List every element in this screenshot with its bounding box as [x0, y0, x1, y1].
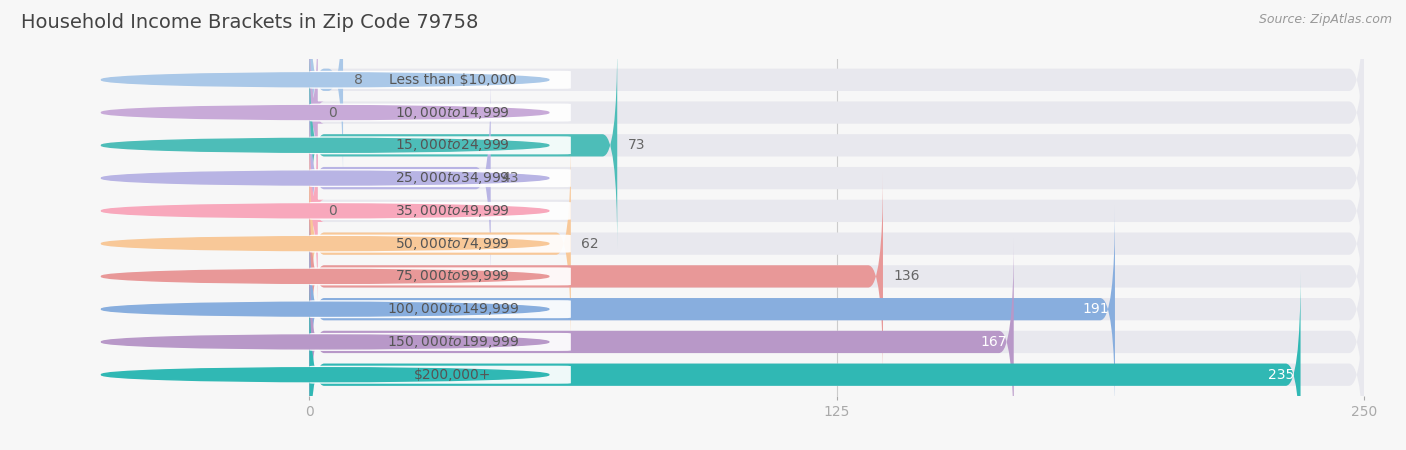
FancyBboxPatch shape	[309, 107, 1364, 315]
Text: 167: 167	[981, 335, 1007, 349]
FancyBboxPatch shape	[309, 173, 883, 380]
FancyBboxPatch shape	[309, 75, 491, 282]
Text: 0: 0	[329, 106, 337, 120]
FancyBboxPatch shape	[309, 0, 1364, 183]
FancyBboxPatch shape	[309, 333, 571, 351]
FancyBboxPatch shape	[309, 169, 571, 187]
Text: 43: 43	[502, 171, 519, 185]
FancyBboxPatch shape	[309, 267, 571, 285]
FancyBboxPatch shape	[309, 136, 571, 154]
Circle shape	[101, 204, 548, 218]
Text: $75,000 to $99,999: $75,000 to $99,999	[395, 268, 510, 284]
FancyBboxPatch shape	[309, 366, 571, 384]
FancyBboxPatch shape	[304, 107, 323, 315]
Text: $10,000 to $14,999: $10,000 to $14,999	[395, 104, 510, 121]
Circle shape	[101, 270, 548, 284]
Text: Source: ZipAtlas.com: Source: ZipAtlas.com	[1258, 14, 1392, 27]
Text: $50,000 to $74,999: $50,000 to $74,999	[395, 236, 510, 252]
FancyBboxPatch shape	[309, 206, 1115, 413]
Text: $200,000+: $200,000+	[415, 368, 492, 382]
FancyBboxPatch shape	[309, 271, 1364, 450]
Text: 235: 235	[1268, 368, 1294, 382]
Text: 73: 73	[627, 138, 645, 153]
Text: $35,000 to $49,999: $35,000 to $49,999	[395, 203, 510, 219]
FancyBboxPatch shape	[309, 75, 1364, 282]
FancyBboxPatch shape	[309, 234, 571, 252]
FancyBboxPatch shape	[309, 206, 1364, 413]
FancyBboxPatch shape	[309, 300, 571, 318]
Text: 0: 0	[329, 204, 337, 218]
FancyBboxPatch shape	[309, 238, 1364, 446]
FancyBboxPatch shape	[309, 173, 1364, 380]
Text: $150,000 to $199,999: $150,000 to $199,999	[387, 334, 519, 350]
FancyBboxPatch shape	[309, 271, 1301, 450]
Text: $25,000 to $34,999: $25,000 to $34,999	[395, 170, 510, 186]
FancyBboxPatch shape	[309, 140, 1364, 347]
FancyBboxPatch shape	[309, 202, 571, 220]
Text: 191: 191	[1083, 302, 1109, 316]
Circle shape	[101, 335, 548, 349]
FancyBboxPatch shape	[309, 9, 1364, 216]
Text: Household Income Brackets in Zip Code 79758: Household Income Brackets in Zip Code 79…	[21, 14, 478, 32]
Circle shape	[101, 171, 548, 185]
Circle shape	[101, 139, 548, 152]
Circle shape	[101, 237, 548, 251]
FancyBboxPatch shape	[309, 104, 571, 122]
Circle shape	[101, 302, 548, 316]
Text: 136: 136	[894, 270, 920, 284]
FancyBboxPatch shape	[309, 140, 571, 347]
Text: 62: 62	[582, 237, 599, 251]
FancyBboxPatch shape	[309, 42, 617, 249]
Text: 8: 8	[354, 73, 363, 87]
Text: $100,000 to $149,999: $100,000 to $149,999	[387, 301, 519, 317]
Circle shape	[101, 368, 548, 382]
Circle shape	[101, 73, 548, 87]
FancyBboxPatch shape	[309, 238, 1014, 446]
Circle shape	[101, 106, 548, 120]
FancyBboxPatch shape	[309, 71, 571, 89]
FancyBboxPatch shape	[309, 0, 343, 183]
FancyBboxPatch shape	[309, 42, 1364, 249]
Text: $15,000 to $24,999: $15,000 to $24,999	[395, 137, 510, 153]
FancyBboxPatch shape	[304, 9, 323, 216]
Text: Less than $10,000: Less than $10,000	[389, 73, 517, 87]
